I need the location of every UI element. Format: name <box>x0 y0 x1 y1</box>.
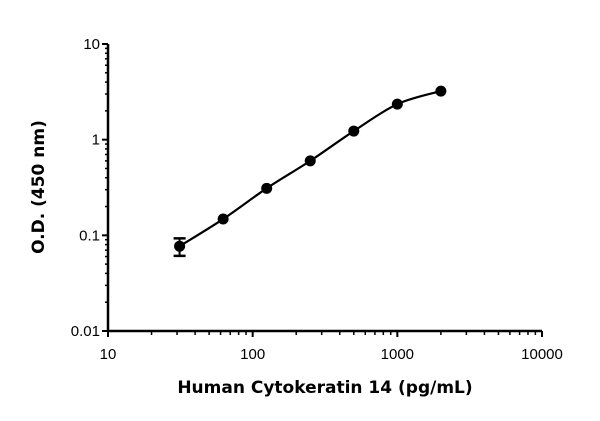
data-point <box>261 182 273 194</box>
plot-area <box>173 85 447 258</box>
data-point <box>304 155 316 167</box>
x-tick-label: 10 <box>100 346 117 363</box>
x-tick-label: 1000 <box>381 346 414 363</box>
data-point <box>217 213 229 225</box>
data-point <box>348 125 360 137</box>
data-point <box>435 85 447 97</box>
data-point <box>391 98 403 110</box>
x-axis: 10 100 1000 10000 <box>100 329 563 363</box>
x-tick-label: 10000 <box>521 346 563 363</box>
y-tick-label: 1 <box>92 132 100 149</box>
y-tick-label: 10 <box>83 36 100 53</box>
fit-curve <box>179 90 442 248</box>
y-tick-label: 0.01 <box>71 323 100 340</box>
x-axis-title: Human Cytokeratin 14 (pg/mL) <box>177 378 472 398</box>
y-axis: 0.01 0.1 1 10 <box>71 36 110 340</box>
data-point <box>174 240 186 252</box>
x-tick-label: 100 <box>240 346 265 363</box>
y-tick-label: 0.1 <box>79 227 100 244</box>
y-axis-title: O.D. (450 nm) <box>29 120 49 254</box>
